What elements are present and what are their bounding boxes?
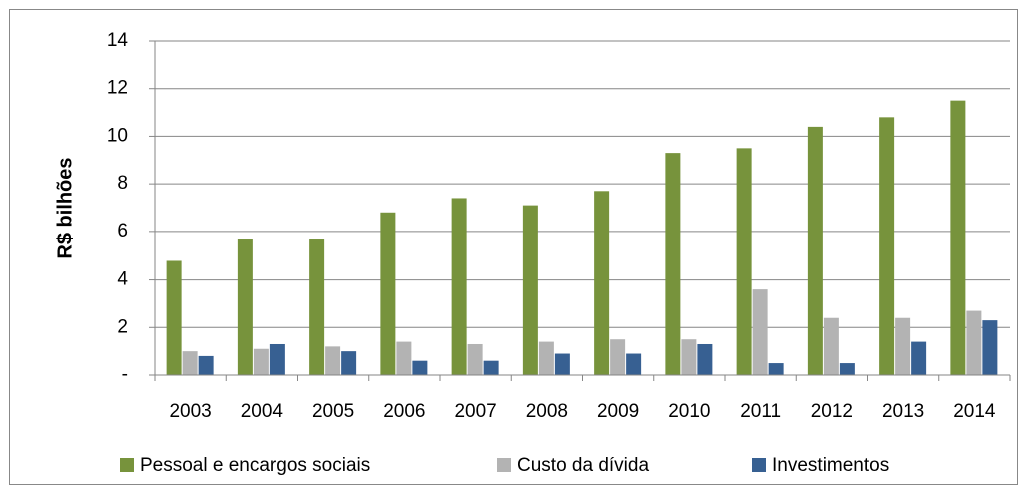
bar: [554, 353, 570, 375]
bar: [253, 348, 269, 375]
bar: [823, 317, 839, 375]
bar: [736, 148, 752, 375]
bar: [911, 341, 927, 375]
bar: [966, 310, 982, 375]
bar: [483, 360, 499, 375]
bar: [325, 346, 341, 375]
bar: [950, 100, 966, 376]
x-tick-label: 2014: [953, 401, 996, 422]
bar: [451, 198, 467, 375]
x-tick-label: 2009: [597, 401, 639, 422]
bar: [982, 320, 998, 375]
legend-label: Pessoal e encargos sociais: [140, 455, 370, 476]
bar: [166, 260, 182, 375]
bar: [341, 351, 357, 375]
bar: [237, 239, 253, 375]
bar: [697, 343, 713, 375]
bar: [538, 341, 554, 375]
bar: [467, 343, 483, 375]
bar: [182, 351, 198, 375]
bar: [681, 339, 697, 375]
y-axis-title: R$ bilhões: [54, 157, 76, 258]
x-tick-label: 2013: [882, 401, 924, 422]
x-tick-label: 2003: [169, 401, 211, 422]
bar: [594, 191, 610, 375]
bar: [522, 205, 538, 375]
legend-swatch: [752, 458, 766, 472]
bar: [309, 239, 325, 375]
bar: [412, 360, 428, 375]
x-tick-label: 2007: [454, 401, 496, 422]
legend-swatch: [497, 458, 511, 472]
legend-label: Custo da dívida: [517, 455, 649, 476]
bar: [396, 341, 412, 375]
y-tick-label: 6: [117, 221, 128, 242]
bar: [807, 126, 823, 375]
legend-label: Investimentos: [772, 455, 889, 476]
bar: [626, 353, 642, 375]
y-tick-label: 4: [117, 269, 128, 290]
x-tick-label: 2011: [740, 401, 781, 422]
y-tick-label: 2: [117, 316, 128, 337]
y-tick-label: 10: [107, 125, 128, 146]
y-tick-label: -: [122, 364, 128, 385]
chart-border: [9, 9, 1018, 485]
x-tick-label: 2006: [383, 401, 425, 422]
x-tick-label: 2008: [526, 401, 568, 422]
bar: [879, 117, 895, 375]
x-tick-label: 2004: [241, 401, 284, 422]
x-tick-label: 2010: [668, 401, 710, 422]
x-tick-label: 2005: [312, 401, 354, 422]
legend-swatch: [120, 458, 134, 472]
bar: [610, 339, 626, 375]
y-tick-label: 8: [117, 173, 128, 194]
bar: [665, 153, 681, 375]
x-tick-label: 2012: [811, 401, 853, 422]
y-tick-label: 14: [107, 30, 129, 51]
bar: [895, 317, 911, 375]
bar: [380, 212, 396, 375]
bar: [839, 363, 855, 375]
y-tick-label: 12: [107, 78, 128, 99]
bar: [768, 363, 784, 375]
bar: [752, 289, 768, 375]
bar: [198, 355, 214, 375]
bar: [269, 343, 285, 375]
